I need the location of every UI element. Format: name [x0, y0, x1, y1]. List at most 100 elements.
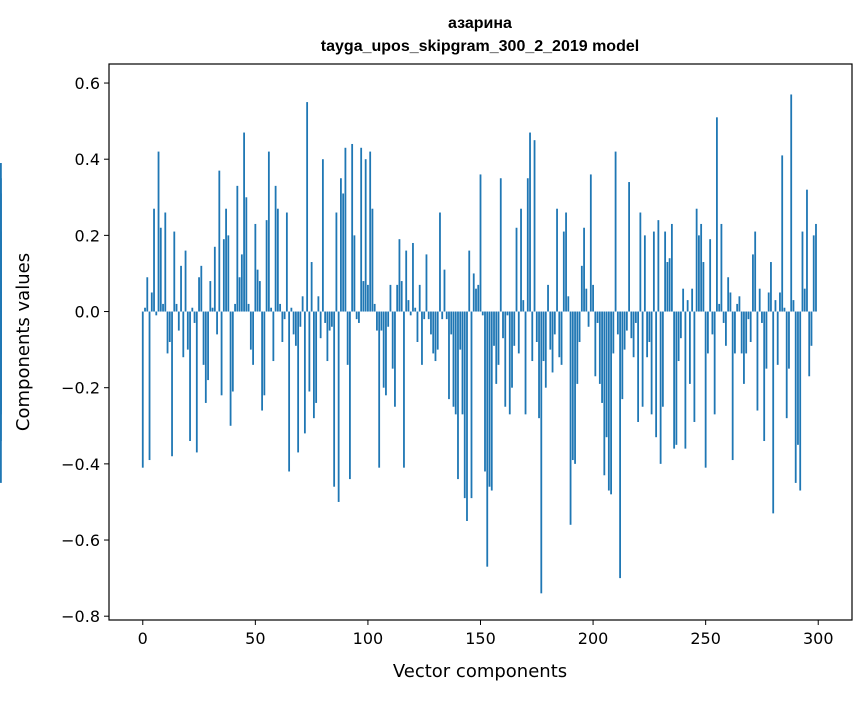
bar	[511, 311, 513, 388]
bar	[567, 296, 570, 312]
bar	[441, 311, 444, 320]
bar	[801, 231, 804, 312]
bar	[664, 231, 667, 312]
bar	[306, 102, 309, 312]
bar	[191, 307, 194, 312]
bar	[727, 277, 730, 312]
bar	[436, 311, 439, 350]
bar	[578, 311, 581, 342]
bar	[556, 208, 558, 312]
bar	[673, 311, 676, 449]
bar	[303, 311, 306, 434]
bar	[709, 239, 712, 312]
bar	[297, 311, 300, 453]
bar	[490, 311, 493, 491]
bar	[364, 159, 367, 312]
bar	[432, 311, 435, 354]
bar	[535, 311, 538, 342]
bar	[702, 262, 705, 312]
bar	[288, 311, 291, 472]
bar	[405, 250, 408, 312]
bar	[461, 311, 464, 415]
bar	[396, 284, 399, 312]
bar	[574, 311, 576, 464]
bar	[394, 311, 396, 407]
bar	[427, 311, 430, 320]
x-tick-label: 0	[138, 629, 148, 648]
bar	[434, 311, 437, 362]
bar	[772, 311, 775, 514]
bar	[159, 227, 162, 312]
bar	[601, 311, 603, 403]
bar	[571, 311, 574, 461]
x-tick-label: 150	[465, 629, 496, 648]
bar	[734, 311, 736, 354]
bar	[231, 311, 234, 392]
bar	[389, 284, 392, 312]
bar	[418, 284, 421, 312]
y-axis-ticks: −0.8 −0.6 −0.4 −0.2 0.0 0.2 0.4 0.6	[61, 74, 109, 626]
bar	[803, 288, 806, 312]
bar	[294, 311, 297, 346]
bar	[0, 292, 2, 312]
plot-frame	[108, 63, 853, 621]
bar	[515, 227, 518, 312]
bar	[283, 311, 286, 320]
y-tick-label: −0.6	[61, 531, 100, 550]
bar	[783, 307, 786, 312]
bar	[256, 269, 259, 312]
bar	[279, 303, 282, 312]
bar	[661, 311, 664, 407]
x-tick-label: 250	[690, 629, 721, 648]
bar	[261, 311, 263, 411]
bar	[207, 311, 209, 381]
bar	[146, 277, 149, 312]
bar	[513, 311, 516, 346]
bar	[362, 281, 365, 312]
bar	[765, 311, 768, 369]
bar	[592, 284, 594, 312]
bar	[466, 311, 468, 521]
bar	[173, 231, 176, 312]
bar	[799, 311, 802, 491]
bar	[299, 311, 302, 327]
bar	[371, 208, 374, 312]
y-tick-label: 0.2	[75, 226, 100, 245]
bar	[499, 178, 502, 312]
bar	[234, 303, 236, 312]
bar	[682, 288, 685, 312]
bar	[553, 311, 556, 335]
bar	[589, 174, 592, 312]
bar	[585, 288, 588, 312]
bar	[290, 307, 293, 312]
bar	[168, 311, 171, 342]
bar	[353, 235, 356, 312]
bar	[522, 300, 525, 312]
bar	[423, 311, 426, 320]
bar	[195, 311, 198, 453]
bar	[367, 284, 369, 312]
bar	[675, 311, 678, 445]
x-tick-label: 100	[353, 629, 384, 648]
bar	[628, 182, 630, 312]
bar	[533, 140, 536, 312]
bar	[414, 307, 417, 312]
bar	[763, 311, 766, 442]
bar	[738, 296, 741, 312]
bar	[736, 303, 739, 312]
bar	[319, 311, 322, 339]
bar	[698, 235, 700, 312]
bar	[704, 311, 707, 468]
bar	[193, 311, 196, 323]
bar	[443, 269, 446, 312]
bar	[450, 311, 453, 335]
bar	[646, 311, 649, 358]
bar	[409, 311, 412, 316]
bar	[445, 311, 448, 320]
bar	[679, 311, 682, 339]
bar	[558, 311, 561, 358]
bar	[0, 311, 2, 483]
bar	[502, 311, 504, 339]
bar	[785, 311, 788, 419]
